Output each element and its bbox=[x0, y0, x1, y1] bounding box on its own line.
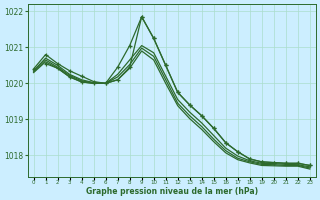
X-axis label: Graphe pression niveau de la mer (hPa): Graphe pression niveau de la mer (hPa) bbox=[86, 187, 258, 196]
